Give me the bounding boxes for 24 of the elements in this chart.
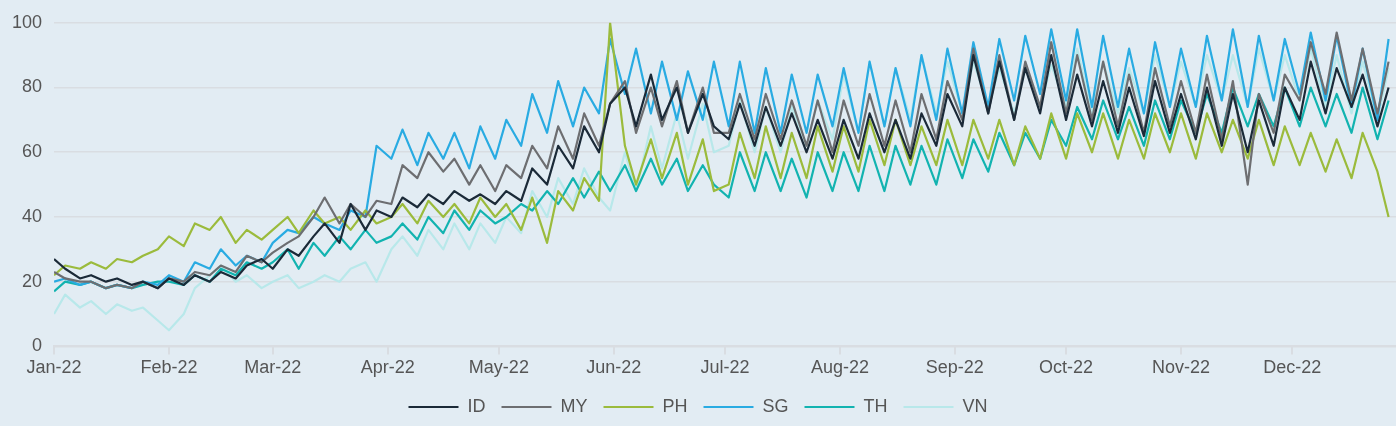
x-tick-label: Aug-22 [810, 357, 869, 378]
x-tick-label: Oct-22 [1039, 357, 1094, 378]
y-tick-label: 100 [11, 11, 43, 32]
x-tick-label: Sep-22 [925, 357, 984, 378]
legend-label: ID [467, 395, 486, 416]
legend-label: MY [560, 395, 588, 416]
legend-label: VN [962, 395, 988, 416]
legend-label: TH [863, 395, 888, 416]
y-tick-label: 40 [22, 205, 43, 226]
x-tick-label: Feb-22 [140, 357, 198, 378]
x-tick-label: Nov-22 [1151, 357, 1210, 378]
x-tick-label: Dec-22 [1263, 357, 1322, 378]
y-tick-label: 60 [22, 141, 43, 162]
x-tick-label: Mar-22 [244, 357, 302, 378]
legend-label: SG [762, 395, 789, 416]
legend-label: PH [662, 395, 688, 416]
y-tick-label: 0 [32, 335, 43, 356]
x-tick-label: Jun-22 [586, 357, 642, 378]
x-tick-label: Apr-22 [360, 357, 415, 378]
x-tick-label: Jul-22 [700, 357, 750, 378]
x-tick-label: May-22 [468, 357, 529, 378]
x-tick-label: Jan-22 [26, 357, 82, 378]
y-tick-label: 80 [22, 76, 43, 97]
y-tick-label: 20 [22, 270, 43, 291]
